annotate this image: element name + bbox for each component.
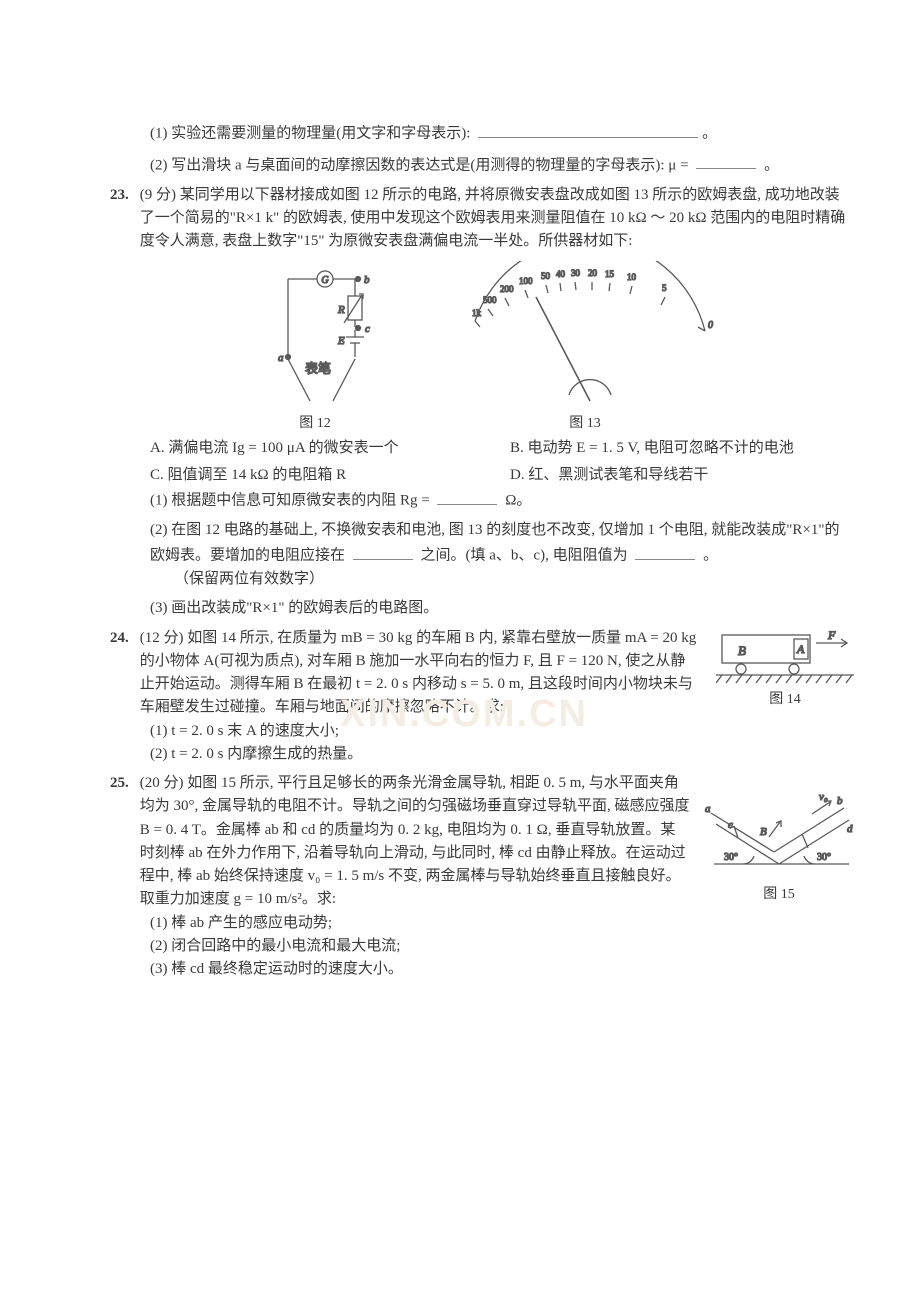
- svg-text:R: R: [337, 304, 345, 316]
- q23-p1b: Ω。: [505, 493, 531, 509]
- q23-optB: B. 电动势 E = 1. 5 V, 电阻可忽略不计的电池: [510, 437, 850, 460]
- q25-p1: (1) 棒 ab 产生的感应电动势;: [110, 912, 850, 935]
- svg-text:a: a: [278, 352, 284, 364]
- svg-text:d: d: [847, 823, 853, 835]
- q23-figures: G b R c E: [110, 261, 850, 435]
- fig15-svg: b d a c 30° 30° v₀ B: [704, 782, 854, 882]
- q23-p3: (3) 画出改装成"R×1" 的欧姆表后的电路图。: [110, 597, 850, 620]
- q23-intro: (9 分) 某同学用以下器材接成如图 12 所示的电路, 并将原微安表盘改成如图…: [140, 184, 850, 254]
- svg-text:A: A: [796, 642, 805, 656]
- q22-sub2a: (2) 写出滑块 a 与桌面间的动摩擦因数的表达式是(用测得的物理量的字母表示)…: [150, 157, 689, 173]
- svg-text:1k: 1k: [472, 308, 482, 318]
- fig15: b d a c 30° 30° v₀ B: [704, 782, 854, 906]
- svg-text:100: 100: [519, 276, 533, 286]
- q23-p2c: 。: [703, 548, 718, 564]
- svg-text:30°: 30°: [724, 852, 738, 863]
- q23-optD: D. 红、黑测试表笔和导线若干: [510, 464, 850, 487]
- q23-p2b: 之间。(填 a、b、c), 电阻阻值为: [421, 548, 628, 564]
- q23-p1a: (1) 根据题中信息可知原微安表的内阻 Rg =: [150, 493, 430, 509]
- fig14-svg: B A F: [716, 629, 854, 687]
- q23-p2d: （保留两位有效数字）: [150, 568, 850, 591]
- svg-text:15: 15: [605, 269, 615, 279]
- q24-p1: (1) t = 2. 0 s 末 A 的速度大小;: [110, 720, 850, 743]
- svg-text:5: 5: [662, 283, 667, 293]
- fig13-col: 1k 500 200 100 50 40 30 20 15 10 5 0: [450, 261, 720, 435]
- svg-text:G: G: [321, 275, 328, 286]
- q23-num: 23.: [110, 184, 136, 207]
- fig12-svg: G b R c E: [240, 261, 390, 411]
- q25-p3: (3) 棒 cd 最终稳定运动时的速度大小。: [110, 958, 850, 981]
- svg-text:a: a: [705, 803, 711, 815]
- svg-text:v₀: v₀: [819, 791, 828, 803]
- svg-text:F: F: [827, 629, 836, 642]
- svg-text:10: 10: [627, 272, 637, 282]
- q25-num: 25.: [110, 772, 136, 795]
- svg-text:0: 0: [708, 320, 713, 331]
- fig14-cap: 图 14: [716, 689, 854, 711]
- svg-text:E: E: [337, 335, 345, 347]
- q23-p1-blank: [437, 487, 497, 505]
- q24: XIN.COM.CN B A F 图 14 24. (12 分) 如图 14 所…: [110, 627, 850, 767]
- q25: b d a c 30° 30° v₀ B: [110, 772, 850, 981]
- fig15-cap: 图 15: [704, 884, 854, 906]
- q22-blank2: [696, 152, 756, 170]
- svg-text:30: 30: [571, 268, 581, 278]
- q22-sub2b: 。: [764, 157, 779, 173]
- q25-p2: (2) 闭合回路中的最小电流和最大电流;: [110, 935, 850, 958]
- q22-sub1-text: (1) 实验还需要测量的物理量(用文字和字母表示):: [150, 126, 470, 142]
- svg-text:500: 500: [483, 295, 497, 305]
- svg-text:50: 50: [541, 271, 551, 281]
- svg-text:b: b: [364, 274, 370, 286]
- svg-text:c: c: [365, 323, 370, 335]
- fig14: B A F 图 14: [716, 629, 854, 711]
- svg-text:表笔: 表笔: [305, 361, 331, 376]
- q23: 23. (9 分) 某同学用以下器材接成如图 12 所示的电路, 并将原微安表盘…: [110, 184, 850, 254]
- fig12-cap: 图 12: [240, 413, 390, 435]
- q23-p2: (2) 在图 12 电路的基础上, 不换微安表和电池, 图 13 的刻度也不改变…: [110, 519, 850, 591]
- svg-text:B: B: [760, 826, 767, 838]
- svg-text:b: b: [837, 795, 843, 807]
- fig12-col: G b R c E: [240, 261, 390, 435]
- q22-sub1: (1) 实验还需要测量的物理量(用文字和字母表示): 。: [110, 120, 850, 146]
- svg-text:B: B: [738, 643, 746, 658]
- q22-sub2: (2) 写出滑块 a 与桌面间的动摩擦因数的表达式是(用测得的物理量的字母表示)…: [110, 152, 850, 178]
- fig13-svg: 1k 500 200 100 50 40 30 20 15 10 5 0: [450, 261, 720, 411]
- q22-blank1: [478, 120, 698, 138]
- svg-text:40: 40: [556, 269, 566, 279]
- svg-text:200: 200: [500, 284, 514, 294]
- q23-p2-blank1: [353, 542, 413, 560]
- q23-p2-blank2: [635, 542, 695, 560]
- q23-p1: (1) 根据题中信息可知原微安表的内阻 Rg = Ω。: [110, 487, 850, 513]
- q23-optC: C. 阻值调至 14 kΩ 的电阻箱 R: [150, 464, 490, 487]
- q23-optA: A. 满偏电流 Ig = 100 μA 的微安表一个: [150, 437, 490, 460]
- q23-options: A. 满偏电流 Ig = 100 μA 的微安表一个 B. 电动势 E = 1.…: [110, 437, 850, 488]
- svg-text:20: 20: [588, 268, 598, 278]
- svg-text:30°: 30°: [817, 852, 831, 863]
- fig13-cap: 图 13: [450, 413, 720, 435]
- svg-text:c: c: [728, 819, 733, 831]
- q24-num: 24.: [110, 627, 136, 650]
- q24-p2: (2) t = 2. 0 s 内摩擦生成的热量。: [110, 743, 850, 766]
